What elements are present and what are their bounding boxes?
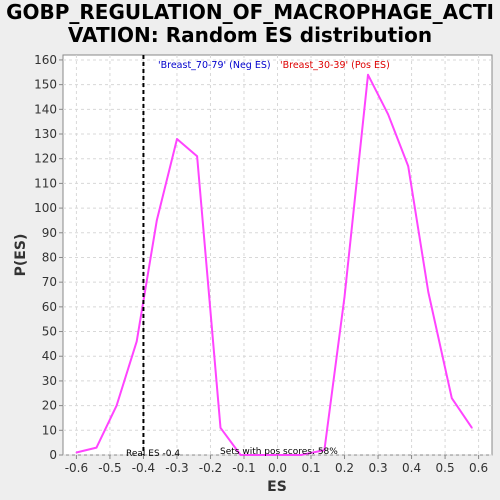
data-point [343, 296, 346, 298]
x-tick-label: -0.5 [98, 461, 121, 475]
y-tick-label: 10 [42, 423, 57, 437]
x-tick-label: 0.3 [369, 461, 388, 475]
data-point [95, 446, 98, 449]
y-tick-label: 150 [34, 78, 57, 92]
y-tick-label: 80 [42, 250, 57, 264]
legend-pos-es: 'Breast_30-39' (Pos ES) [280, 60, 390, 71]
grid [63, 55, 492, 456]
data-point [427, 291, 430, 293]
real-es-label: Real ES -0.4 [126, 449, 180, 459]
chart-title: GOBP_REGULATION_OF_MACROPHAGE_ACTI VATIO… [0, 1, 500, 47]
pos-scores-label: Sets with pos scores: 58% [220, 447, 338, 457]
data-point [239, 454, 242, 456]
data-point [259, 454, 262, 456]
x-tick-label: 0.5 [436, 461, 455, 475]
x-axis-label: ES [267, 479, 287, 495]
series-layer [75, 73, 473, 456]
data-point [471, 427, 473, 429]
chart-title-line-1: GOBP_REGULATION_OF_MACROPHAGE_ACTI [6, 0, 494, 24]
y-tick-label: 100 [34, 201, 57, 215]
axes: 0 10 20 30 40 50 60 70 80 90 100 110 120 130 140 150 160… [34, 53, 488, 475]
y-tick-label: 120 [34, 152, 57, 166]
y-tick-label: 50 [42, 325, 57, 339]
data-point [407, 165, 410, 167]
data-point [367, 73, 369, 76]
data-point [176, 138, 178, 140]
y-tick-label: 110 [34, 176, 57, 190]
y-tick-label: 60 [42, 300, 57, 314]
legend-neg-es: 'Breast_70-79' (Neg ES) [158, 60, 271, 71]
x-tick-label: -0.1 [232, 461, 255, 475]
data-point [450, 397, 453, 400]
x-tick-label: -0.4 [132, 461, 155, 475]
x-tick-label: -0.2 [199, 461, 222, 475]
y-axis-label: P(ES) [13, 234, 29, 277]
x-tick-label: 0.6 [469, 461, 488, 475]
series-line [76, 73, 473, 456]
chart-title-line-2: VATION: Random ES distribution [67, 23, 433, 47]
y-tick-label: 70 [42, 275, 57, 289]
data-point [135, 340, 138, 343]
x-tick-label: 0.2 [335, 461, 354, 475]
y-tick-label: 40 [42, 349, 57, 363]
data-point [300, 454, 302, 456]
y-tick-label: 90 [42, 226, 57, 240]
x-tick-label: -0.3 [165, 461, 188, 475]
data-point [323, 449, 326, 451]
y-tick-label: 140 [34, 102, 57, 116]
data-point [156, 219, 158, 222]
x-tick-label: 0.0 [268, 461, 287, 475]
y-tick-label: 30 [42, 374, 57, 388]
data-point [280, 454, 282, 456]
data-point [196, 155, 198, 158]
y-tick-label: 130 [34, 127, 57, 141]
data-point [115, 404, 118, 407]
x-tick-label: -0.6 [65, 461, 88, 475]
data-point [387, 113, 389, 116]
y-tick-label: 20 [42, 399, 57, 413]
x-tick-label: 0.4 [402, 461, 421, 475]
data-point [219, 427, 222, 429]
x-tick-label: 0.1 [301, 461, 320, 475]
y-tick-label: 160 [34, 53, 57, 67]
chart-annotations: 'Breast_70-79' (Neg ES) 'Breast_30-39' (… [13, 60, 390, 495]
y-tick-label: 0 [49, 448, 57, 462]
data-point [75, 451, 78, 454]
